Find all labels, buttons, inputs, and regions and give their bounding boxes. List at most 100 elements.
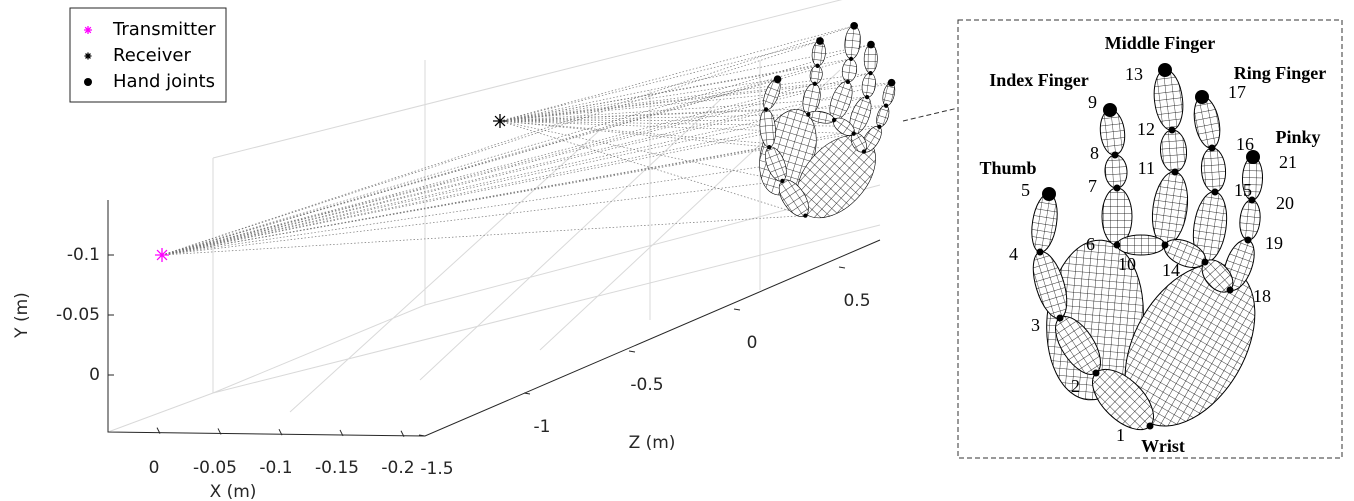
tx-path [161,109,767,256]
z-tick [523,392,531,395]
joint [806,112,811,117]
joint [864,94,870,100]
tx-path [161,81,848,256]
z-tick-label: 0.5 [843,291,870,311]
joint [1244,236,1252,244]
joint-number: 11 [1138,158,1155,178]
z-axis-label: Z (m) [629,433,676,453]
fingertip [816,37,824,45]
rx-path [499,120,880,128]
rx-path [499,81,848,122]
z-tick [628,350,636,353]
joint [1211,188,1219,196]
fingertip [1042,187,1056,201]
fingertip [1195,90,1209,104]
tx-path [161,40,821,256]
fingertip [1158,63,1172,77]
joint [812,81,817,86]
fingertip [1103,103,1117,117]
joint [868,70,873,76]
legend-marker [84,78,92,86]
bone [763,78,781,110]
fingertip [887,78,896,87]
bone [863,44,878,74]
z-tick-label: 0 [747,333,758,353]
joint [767,145,772,150]
fingertip [773,75,782,84]
y-axis-label: Y (m) [12,292,32,339]
main-hand [759,21,896,219]
x-tick [217,428,222,435]
joint [1113,184,1121,192]
x-tick [156,427,161,434]
fingertip [1246,150,1260,164]
tx-path [161,65,818,256]
rx-path [499,120,770,148]
tx-path [161,96,868,256]
joint [1092,369,1100,377]
fingertip [850,21,859,30]
joint-number: 17 [1228,82,1246,102]
joint [1226,286,1234,294]
tx-path [161,119,835,256]
joint [1248,196,1256,204]
fingertip [867,40,875,49]
inset-frame [957,19,1343,459]
joint-number: 19 [1265,233,1283,253]
joint [815,63,820,68]
x-tick-label: -0.15 [315,458,359,478]
y-tick-label: -0.05 [56,305,100,325]
bone [1153,69,1184,131]
joint [883,103,889,108]
z-tick-label: -0.5 [630,375,663,395]
x-axis-label: X (m) [210,482,257,501]
joint-number: 2 [1071,376,1080,396]
bone [1193,96,1221,149]
joint [1208,144,1216,152]
joint-number: 21 [1279,152,1297,172]
joint-number: 3 [1031,315,1040,335]
joint [1201,258,1209,266]
z-tick-label: -1.5 [420,459,453,479]
tx-path [161,83,815,256]
joint [1113,241,1121,249]
bone [809,65,823,85]
signal-paths [161,25,892,256]
joint [848,56,854,62]
receiver [493,114,507,128]
tx-path [161,78,778,256]
y-tick-label: -0.1 [67,245,100,265]
joint [1056,314,1064,322]
joint [1161,241,1169,249]
tx-path [161,72,871,256]
y-tick-label: 0 [89,365,100,385]
x-tick-label: -0.2 [381,458,414,478]
x-tick [400,430,405,437]
joint [1036,248,1044,256]
rx-path [499,105,887,122]
bone [841,58,858,83]
x-tick-label: -0.1 [259,458,292,478]
finger-label: Thumb [979,158,1036,178]
bone [844,25,861,60]
legend-marker [84,52,92,60]
joint [851,131,856,136]
joint-number: 16 [1236,134,1254,154]
tx-path [161,215,806,256]
tx-path [161,82,892,256]
joint-number: 5 [1021,180,1030,200]
joint [845,79,851,84]
tx-path [161,58,852,256]
tx-path [161,180,783,256]
joint-number: 13 [1125,64,1143,84]
z-tick [733,308,741,311]
tx-path [161,44,872,256]
rx-path [499,120,806,216]
tx-path [161,126,880,256]
finger-label: Ring Finger [1234,63,1327,83]
rx-path [499,114,809,122]
rx-path [499,44,872,122]
finger-label: Index Finger [989,70,1089,90]
joint [877,124,882,129]
